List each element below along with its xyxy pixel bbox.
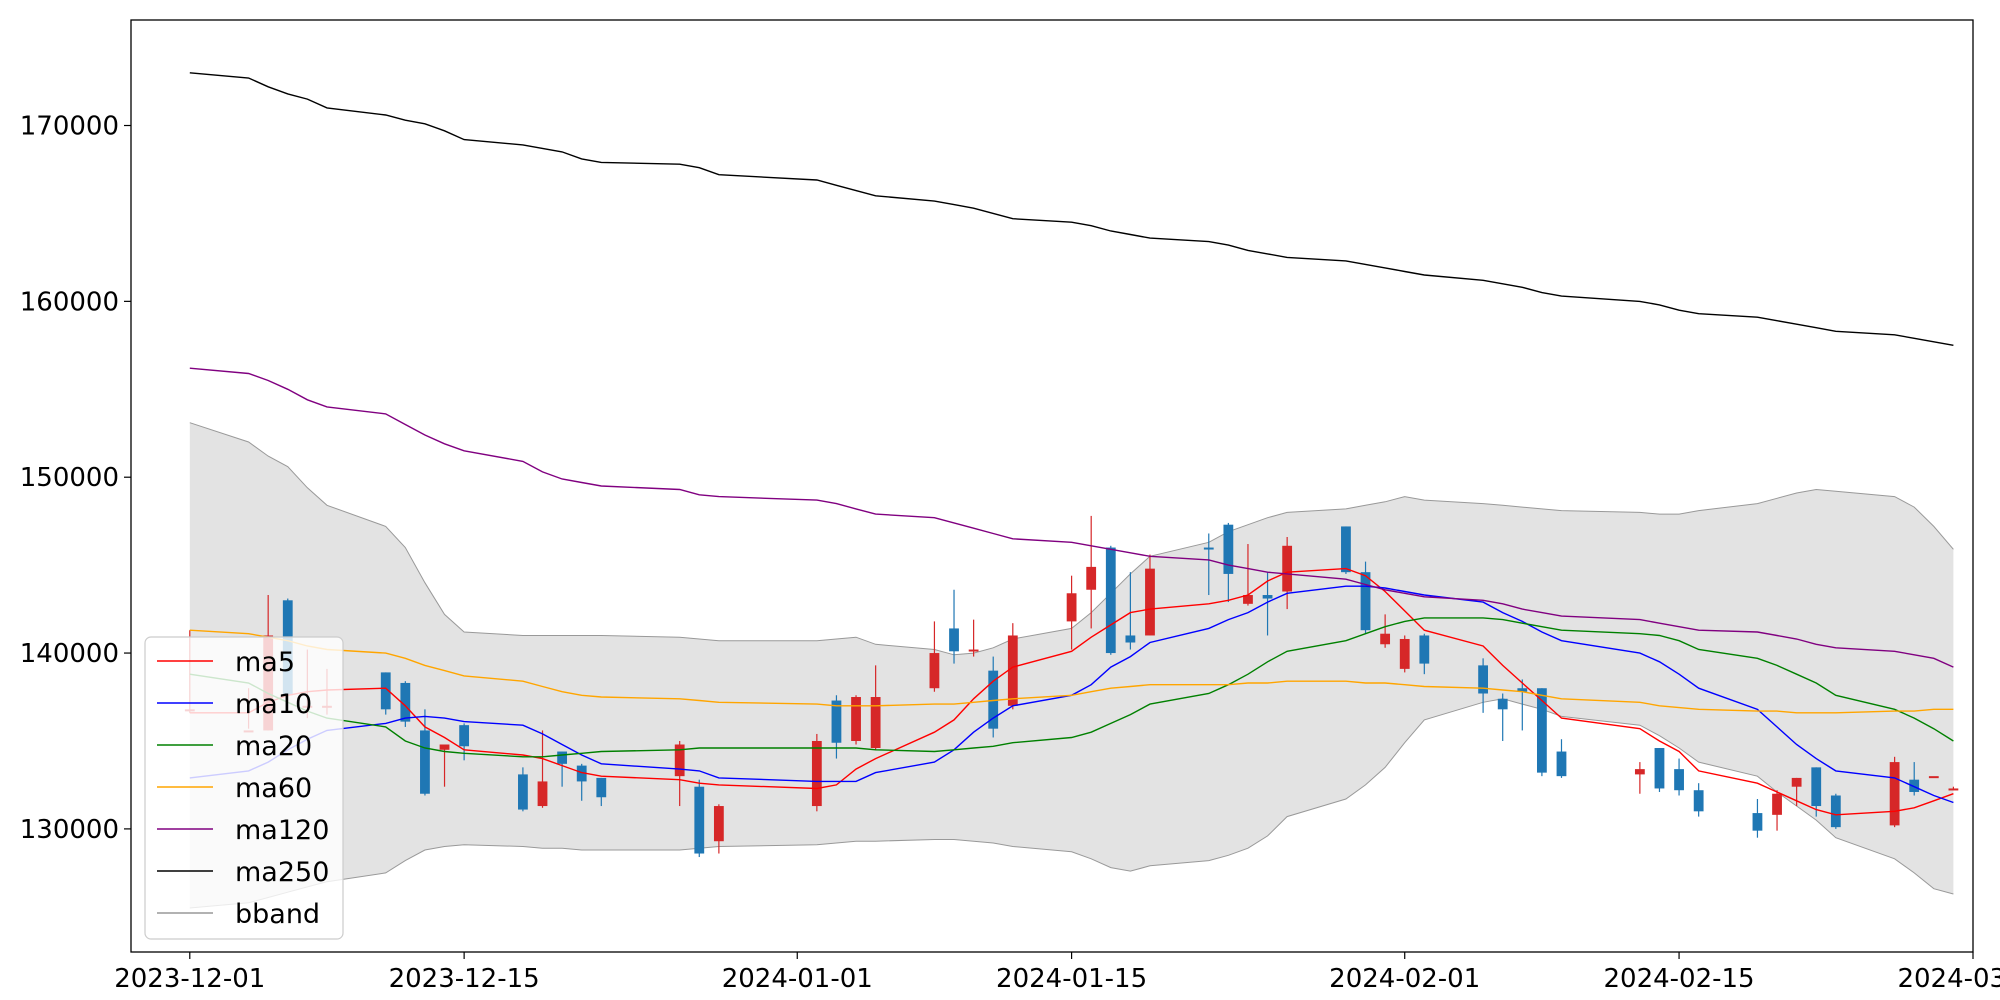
candle-body <box>1517 688 1528 692</box>
candle-body <box>1497 698 1508 710</box>
bband-legend-label: bband <box>235 899 320 930</box>
candle-body <box>674 744 685 777</box>
candle-body <box>1830 795 1841 828</box>
candle-body <box>1811 767 1822 807</box>
candle-body <box>1536 688 1547 773</box>
candle-body <box>1086 566 1097 590</box>
legend-box <box>144 636 344 940</box>
candle-body <box>1203 547 1214 550</box>
candle-body <box>380 672 391 710</box>
candle-body <box>518 774 528 810</box>
y-tick-label: 170000 <box>20 112 119 142</box>
y-tick-label: 160000 <box>20 287 119 317</box>
ma20-line <box>189 617 1954 758</box>
candle-body <box>1634 769 1645 775</box>
ma120-legend-label: ma120 <box>235 815 329 846</box>
ma250-legend-label: ma250 <box>235 857 329 888</box>
x-tick-label: 2023-12-15 <box>389 964 540 994</box>
y-tick-label: 150000 <box>20 463 119 493</box>
candle-body <box>1125 635 1136 643</box>
candle-body <box>851 697 861 741</box>
candle-body <box>1556 751 1567 777</box>
y-axis: 130000 140000 150000 160000 170000 <box>20 112 131 845</box>
candle-body <box>1791 777 1802 787</box>
candle-body <box>1380 633 1391 645</box>
candle-body <box>1909 779 1920 792</box>
plot-frame <box>130 19 1974 953</box>
moving-average-lines <box>189 72 1954 816</box>
x-tick-label: 2024-01-01 <box>722 964 873 994</box>
candle-body <box>1243 595 1253 604</box>
candle-body <box>420 730 430 794</box>
candle-body <box>949 628 959 652</box>
ma5-line <box>189 567 1954 816</box>
candle-body <box>694 786 705 854</box>
candle-body <box>537 781 548 807</box>
ma10-legend-label: ma10 <box>235 689 312 720</box>
candle-body <box>1889 762 1900 826</box>
candle-body <box>596 777 607 798</box>
x-tick-label: 2023-12-01 <box>114 964 265 994</box>
candle-body <box>1145 568 1155 636</box>
y-tick-label: 130000 <box>20 815 119 845</box>
candle-body <box>1282 545 1293 592</box>
candle-body <box>1007 635 1018 706</box>
candle-body <box>1066 593 1077 622</box>
candle-body <box>1223 524 1234 574</box>
plot-area <box>184 72 1959 909</box>
y-tick-label: 140000 <box>20 639 119 669</box>
candle-body <box>713 806 724 842</box>
bband-fill <box>189 422 1954 908</box>
x-tick-label: 2024-02-01 <box>1329 964 1480 994</box>
candle-body <box>1772 793 1782 815</box>
candle-body <box>1654 748 1665 789</box>
x-tick-label: 2024-02-15 <box>1604 964 1755 994</box>
candle-body <box>831 700 842 743</box>
candle-body <box>1948 788 1959 791</box>
candle-body <box>439 744 450 750</box>
candle-body <box>1419 635 1430 664</box>
candle-body <box>968 649 979 652</box>
candle-body <box>1674 769 1684 791</box>
candle-body <box>1693 790 1704 812</box>
candle-body <box>1262 595 1273 599</box>
candle-body <box>576 765 587 782</box>
candle-body <box>1928 776 1939 779</box>
ma10-line <box>189 585 1954 804</box>
x-tick-label: 2024-01-15 <box>996 964 1147 994</box>
bband-lower-edge <box>189 698 1954 909</box>
ma60-line <box>189 629 1954 714</box>
candle-body <box>870 697 881 749</box>
ma120-line <box>189 367 1954 668</box>
ma250-line <box>189 72 1954 346</box>
candle-body <box>811 740 822 807</box>
legend: ma5 ma10 ma20 ma60 ma120 ma250 bband <box>144 636 344 940</box>
candle-body <box>1360 572 1371 631</box>
candle-body <box>400 682 411 722</box>
x-tick-label: 2024-03-01 <box>1897 964 2000 994</box>
ma60-legend-label: ma60 <box>235 773 312 804</box>
candle-body <box>1478 665 1489 694</box>
candle-body <box>1105 547 1116 654</box>
x-axis: 2023-12-01 2023-12-15 2024-01-01 2024-01-15… <box>114 952 2000 994</box>
candle-body <box>1399 638 1410 669</box>
candle-body <box>557 751 568 764</box>
candle-body <box>1341 526 1351 573</box>
candle-body <box>459 725 470 747</box>
candle-body <box>929 653 940 689</box>
ma5-legend-label: ma5 <box>235 647 295 678</box>
candle-body <box>1752 813 1763 831</box>
candle-body <box>988 670 999 729</box>
ma20-legend-label: ma20 <box>235 731 312 762</box>
